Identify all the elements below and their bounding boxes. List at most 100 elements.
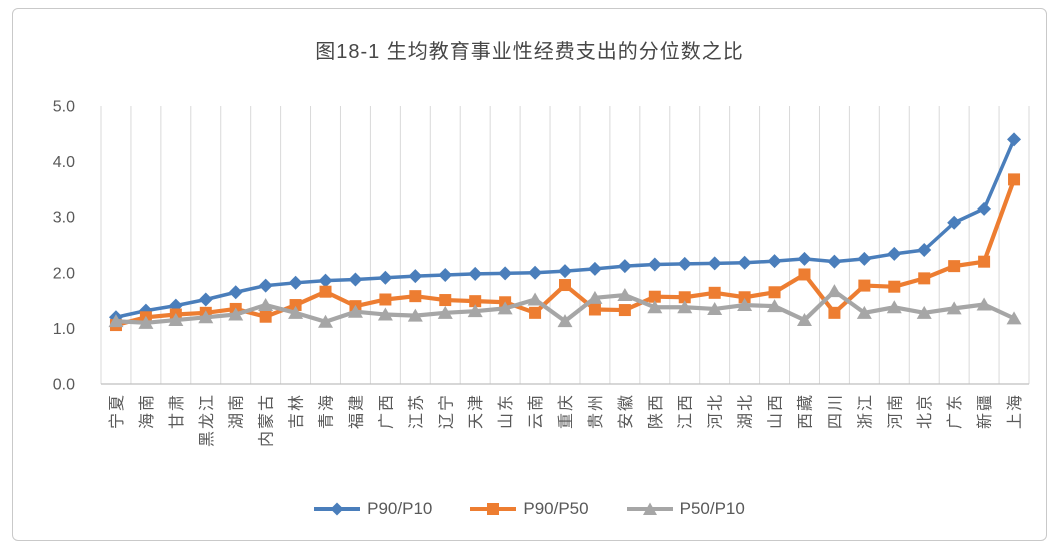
legend-square-marker-icon: [470, 503, 517, 515]
x-axis-category-label: 甘肃: [168, 393, 186, 429]
data-point-marker: [318, 314, 334, 328]
legend-item-p90-p50: P90/P50: [470, 499, 589, 519]
x-axis-category-label: 吉林: [288, 393, 306, 429]
data-point-marker: [559, 279, 571, 292]
data-point-marker: [886, 300, 902, 314]
data-point-marker: [527, 292, 543, 306]
data-point-marker: [228, 307, 244, 321]
data-point-marker: [737, 298, 753, 312]
legend-item-p50-p10: P50/P10: [626, 499, 745, 519]
x-axis-category-label: 贵州: [587, 393, 605, 429]
data-point-marker: [647, 257, 662, 272]
data-point-marker: [708, 286, 721, 299]
y-axis-tick-label: 5.0: [53, 99, 75, 116]
data-point-marker: [557, 314, 573, 328]
data-point-marker: [319, 285, 332, 298]
chart-frame: 图18-1 生均教育事业性经费支出的分位数之比 0.0 1.0 2.0 3.0 4.0 5…: [12, 8, 1047, 541]
data-point-marker: [887, 246, 902, 261]
data-point-marker: [138, 315, 154, 329]
x-axis-category-label: 山东: [497, 393, 515, 429]
data-point-marker: [378, 270, 393, 285]
x-axis-category-label: 河北: [707, 393, 725, 429]
x-axis-category-label: 青海: [318, 393, 336, 429]
data-point-marker: [768, 286, 781, 299]
data-point-marker: [498, 266, 513, 281]
x-axis-category-label: 浙江: [856, 393, 874, 429]
x-axis-category-label: 云南: [527, 393, 545, 429]
data-point-marker: [407, 308, 423, 322]
data-point-marker: [737, 255, 752, 270]
x-axis-category-label: 江西: [677, 393, 695, 429]
data-point-marker: [707, 256, 722, 271]
data-point-marker: [288, 275, 303, 290]
legend-diamond-marker-icon: [314, 502, 361, 516]
data-point-marker: [976, 297, 992, 311]
data-point-marker: [258, 278, 273, 293]
data-point-marker: [558, 264, 572, 279]
data-point-marker: [1008, 173, 1021, 186]
data-point-marker: [916, 305, 932, 319]
line-chart-plot-area: 0.0 1.0 2.0 3.0 4.0 5.0 宁夏 海南 甘肃 黑龙江 湖南 内蒙古 吉林 青海 福建 广西…: [53, 99, 1030, 447]
x-axis-category-label: 黑龙江: [198, 393, 216, 447]
data-point-marker: [289, 299, 302, 312]
data-point-marker: [767, 254, 782, 269]
x-axis-category-label: 内蒙古: [258, 393, 276, 447]
data-point-marker: [259, 310, 272, 323]
data-point-marker: [497, 301, 513, 315]
data-point-marker: [677, 256, 692, 271]
data-point-marker: [617, 288, 633, 302]
data-point-marker: [917, 243, 932, 258]
data-point-marker: [439, 294, 452, 307]
data-point-marker: [618, 304, 631, 317]
data-point-marker: [738, 291, 751, 304]
data-point-marker: [647, 300, 663, 314]
data-point-marker: [228, 285, 243, 300]
data-point-marker: [918, 272, 931, 285]
data-point-marker: [856, 305, 872, 319]
data-point-marker: [168, 313, 184, 327]
data-point-marker: [377, 307, 393, 321]
data-point-marker: [347, 304, 363, 318]
x-axis-category-label: 西藏: [796, 393, 814, 429]
chart-title: 图18-1 生均教育事业性经费支出的分位数之比: [315, 41, 744, 63]
x-axis-category-label: 重庆: [557, 393, 575, 429]
data-point-marker: [946, 301, 962, 315]
data-point-marker: [1007, 132, 1022, 147]
data-point-marker: [587, 290, 603, 304]
data-point-marker: [318, 273, 333, 288]
data-point-marker: [678, 291, 691, 304]
data-point-marker: [798, 268, 811, 281]
data-point-marker: [258, 298, 274, 312]
data-point-marker: [437, 305, 453, 319]
legend-triangle-marker-icon: [626, 502, 673, 515]
data-point-marker: [617, 259, 632, 274]
x-axis-category-label: 安徽: [617, 393, 635, 429]
data-point-marker: [588, 303, 601, 316]
data-point-marker: [858, 279, 871, 292]
x-axis-category-label: 山西: [767, 393, 785, 429]
data-point-marker: [438, 268, 453, 283]
data-point-marker: [826, 284, 842, 298]
x-axis-category-label: 广西: [377, 393, 395, 429]
data-point-marker: [409, 290, 422, 303]
x-axis-category-label: 辽宁: [437, 393, 455, 429]
x-axis-category-label: 河南: [886, 393, 904, 429]
data-point-marker: [1006, 311, 1022, 325]
x-axis-category-label: 广东: [946, 393, 964, 429]
y-axis-tick-label: 2.0: [53, 265, 75, 282]
data-point-marker: [978, 255, 991, 268]
x-axis-category-label: 海南: [138, 393, 156, 429]
data-point-marker: [467, 304, 483, 318]
x-axis-category-label: 湖北: [737, 393, 755, 429]
data-point-marker: [948, 260, 961, 273]
x-axis-category-label: 陕西: [647, 393, 665, 429]
data-point-marker: [587, 261, 602, 276]
data-point-marker: [528, 265, 543, 280]
data-point-marker: [947, 215, 962, 230]
x-axis-category-label: 上海: [1006, 393, 1024, 429]
data-point-marker: [767, 299, 783, 313]
y-axis-tick-label: 4.0: [53, 154, 75, 171]
data-point-marker: [797, 251, 812, 266]
data-point-marker: [198, 292, 213, 307]
data-point-marker: [379, 293, 392, 306]
